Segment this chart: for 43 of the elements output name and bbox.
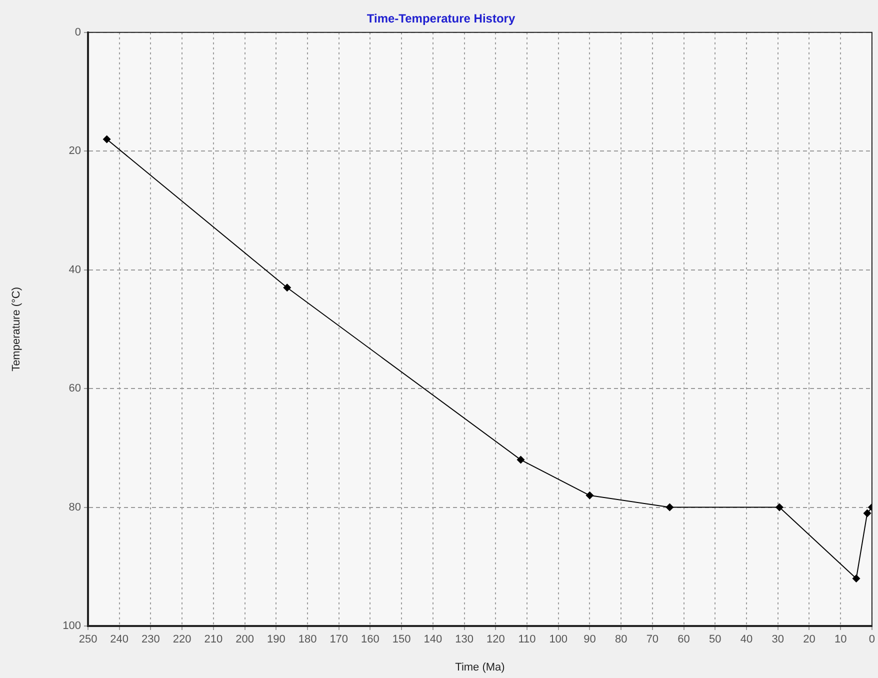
x-tick-label: 60 (678, 634, 690, 646)
point (863, 509, 872, 518)
point (852, 574, 860, 583)
x-tick-label: 110 (518, 634, 536, 646)
x-tick-label: 190 (266, 634, 286, 646)
chart-title: Time-Temperature History (366, 12, 516, 26)
y-tick-label: 20 (68, 145, 81, 158)
point (666, 503, 674, 512)
y-tick-label: 60 (68, 382, 81, 395)
point (775, 503, 784, 512)
point (586, 491, 594, 500)
x-tick-label: 10 (834, 634, 847, 646)
y-axis-title: Temperature (°C) (10, 286, 23, 372)
point (102, 135, 111, 144)
point (516, 456, 525, 464)
x-tick-label: 50 (709, 634, 722, 646)
x-tick-label: 30 (772, 634, 784, 646)
y-tick-label: 0 (74, 26, 81, 38)
x-tick-label: 150 (392, 634, 411, 646)
x-tick-label: 160 (361, 634, 380, 646)
x-axis-title: Time (Ma) (455, 661, 505, 674)
x-tick-label: 140 (424, 634, 442, 646)
x-tick-label: 100 (549, 634, 568, 646)
x-tick-label: 40 (740, 634, 753, 646)
x-tick-label: 120 (486, 634, 505, 646)
y-tick-label: 80 (68, 501, 81, 514)
x-tick-label: 170 (330, 634, 348, 646)
point (283, 284, 292, 292)
x-tick-label: 250 (78, 634, 98, 646)
x-tick-label: 220 (172, 634, 192, 646)
y-tick-label: 100 (62, 620, 81, 632)
x-tick-label: 130 (455, 634, 474, 646)
x-tick-label: 20 (803, 634, 816, 646)
x-tick-label: 240 (110, 634, 129, 646)
x-tick-label: 0 (868, 634, 876, 646)
x-tick-label: 80 (614, 634, 628, 646)
x-tick-label: 90 (584, 634, 596, 646)
x-tick-label: 230 (142, 634, 160, 646)
y-tick-label: 40 (68, 264, 81, 276)
x-tick-label: 180 (298, 634, 317, 646)
x-tick-label: 200 (236, 634, 254, 646)
x-tick-label: 70 (646, 634, 659, 646)
x-tick-label: 210 (204, 634, 223, 646)
